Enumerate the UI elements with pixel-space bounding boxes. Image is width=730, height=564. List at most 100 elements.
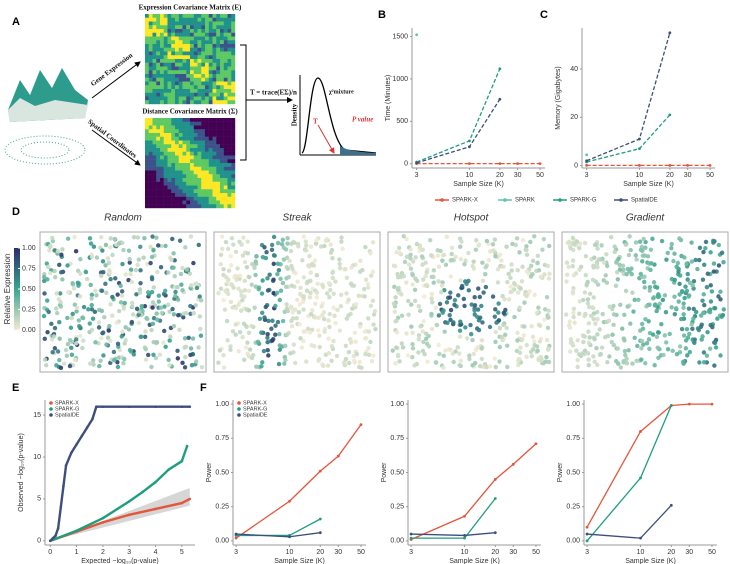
- expression-spot: [161, 340, 166, 345]
- heatmap-cell: [152, 185, 157, 190]
- heatmap-cell: [160, 196, 164, 201]
- expression-spot: [55, 349, 61, 354]
- expression-spot: [681, 333, 687, 338]
- expression-spot: [622, 348, 628, 354]
- expression-spot: [108, 302, 113, 307]
- heatmap-cell: [197, 81, 202, 86]
- expression-spot: [483, 284, 489, 290]
- expression-spot: [241, 235, 246, 240]
- expression-spot: [528, 263, 534, 269]
- heatmap-cell: [190, 163, 194, 167]
- expression-spot: [52, 268, 57, 274]
- heatmap-cell: [160, 118, 164, 122]
- expression-spot: [363, 277, 369, 282]
- expression-spot: [665, 250, 670, 256]
- expression-spot: [151, 285, 157, 290]
- expression-spot: [279, 242, 285, 247]
- expression-spot: [263, 304, 268, 310]
- heatmap-cell: [182, 85, 187, 90]
- expression-spot: [422, 294, 427, 299]
- expression-spot: [313, 301, 318, 306]
- heatmap-cell: [208, 100, 213, 105]
- heatmap-cell: [193, 189, 198, 194]
- expression-spot: [567, 325, 573, 330]
- heatmap-cell: [227, 40, 232, 45]
- expression-spot: [522, 324, 527, 329]
- heatmap-cell: [175, 144, 179, 149]
- expression-spot: [42, 357, 48, 362]
- expression-spot: [461, 296, 467, 302]
- expression-spot: [470, 337, 475, 343]
- heatmap-cell: [190, 85, 194, 90]
- expression-spot: [524, 247, 529, 253]
- expression-spot: [394, 330, 400, 335]
- expression-spot: [368, 303, 374, 308]
- heatmap-cell: [171, 129, 176, 134]
- expression-spot: [308, 270, 313, 275]
- heatmap-cell: [220, 62, 224, 67]
- expression-spot: [630, 361, 635, 366]
- expression-spot: [654, 334, 660, 340]
- heatmap-cell: [156, 47, 161, 52]
- heatmap-cell: [167, 159, 172, 164]
- expression-spot: [328, 287, 333, 293]
- heatmap-cell: [171, 200, 176, 205]
- expression-spot: [577, 311, 582, 316]
- heatmap-cell: [148, 200, 153, 205]
- heatmap-cell: [186, 159, 191, 164]
- heatmap-cell: [190, 185, 194, 190]
- expression-spot: [413, 276, 418, 281]
- expression-spot: [500, 293, 505, 299]
- heatmap-cell: [148, 129, 153, 134]
- expression-spot: [708, 283, 713, 288]
- heatmap-cell: [186, 118, 191, 122]
- expression-spot: [659, 321, 664, 327]
- data-point: [185, 444, 189, 448]
- expression-spot: [721, 260, 726, 265]
- expression-spot: [537, 339, 543, 344]
- expression-spot: [592, 359, 597, 364]
- expression-spot: [266, 353, 271, 358]
- heatmap-cell: [208, 51, 213, 56]
- heatmap-cell: [145, 193, 149, 197]
- expression-spot: [103, 242, 109, 248]
- arrow: [91, 129, 141, 166]
- expression-spot: [149, 364, 154, 370]
- heatmap-cell: [197, 96, 202, 101]
- expression-spot: [122, 300, 127, 306]
- expression-spot: [535, 260, 540, 266]
- expression-spot: [657, 301, 662, 307]
- expression-spot: [540, 247, 545, 252]
- expression-spot: [136, 312, 141, 317]
- heatmap-cell: [216, 70, 221, 75]
- x-tick-label: 10: [461, 549, 469, 556]
- expression-spot: [580, 351, 586, 356]
- heatmap-cell: [201, 181, 206, 186]
- expression-spot: [284, 255, 290, 260]
- heatmap-cell: [160, 85, 164, 90]
- expression-spot: [475, 307, 481, 312]
- expression-spot: [247, 274, 252, 280]
- legend-label: SpatialDE: [631, 198, 658, 204]
- heatmap-cell: [171, 32, 176, 37]
- heatmap-cell: [163, 62, 168, 67]
- data-point: [687, 402, 691, 406]
- heatmap-cell: [208, 151, 213, 156]
- expression-spot: [162, 304, 167, 309]
- expression-spot: [669, 305, 674, 310]
- heatmap-cell: [182, 133, 187, 137]
- expression-spot: [271, 253, 277, 258]
- expression-spot: [179, 282, 184, 287]
- expression-spot: [448, 274, 453, 279]
- heatmap-cell: [175, 204, 179, 209]
- expression-spot: [685, 335, 691, 340]
- data-point: [80, 434, 84, 438]
- expression-spot: [71, 286, 77, 291]
- heatmap-cell: [212, 133, 217, 137]
- heatmap-cell: [227, 44, 232, 48]
- expression-spot: [493, 307, 498, 312]
- heatmap-cell: [148, 29, 153, 33]
- expression-spot: [638, 247, 644, 253]
- expression-spot: [370, 269, 376, 274]
- expression-spot: [366, 345, 371, 351]
